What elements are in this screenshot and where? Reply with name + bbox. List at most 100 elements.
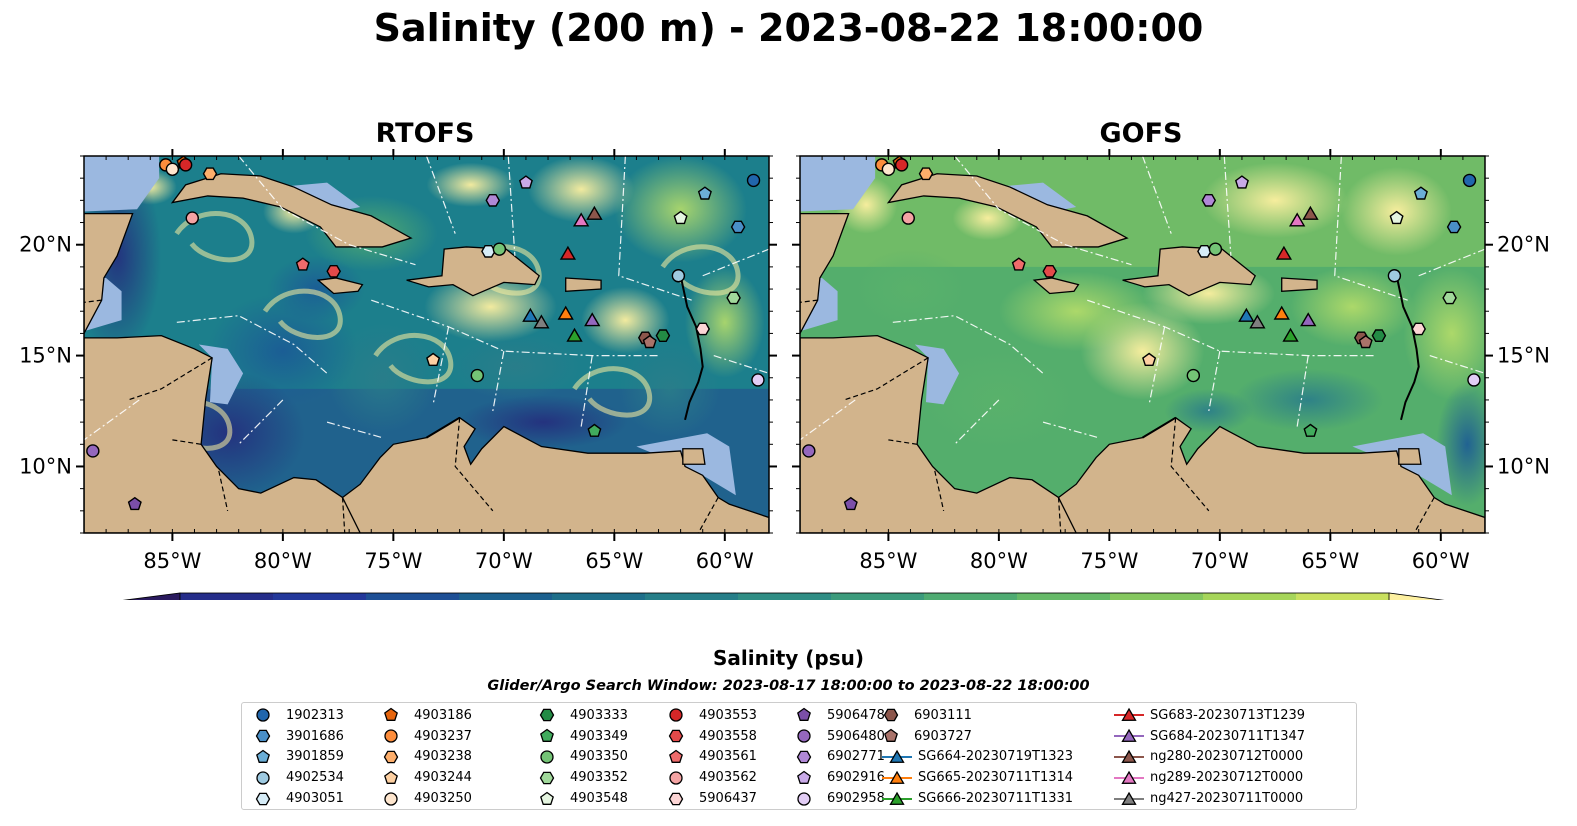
eez-boundary (713, 355, 769, 374)
legend-entry: ng280-20230712T0000 (1114, 747, 1305, 768)
hexagon-marker-icon (255, 792, 271, 805)
land-mass (886, 173, 1129, 248)
salinity-patch (426, 162, 515, 208)
panel-title-rtofs: RTOFS (375, 118, 475, 149)
legend-label: 1902313 (286, 707, 344, 723)
land-mass (1122, 246, 1257, 297)
observation-marker-ng280-20230712T0000 (586, 205, 603, 220)
observation-marker-5906480 (802, 444, 816, 458)
legend-entry: 4903244 (382, 767, 472, 788)
lat-tick-label: 15°N (1497, 344, 1550, 368)
observation-marker-6902916 (1234, 175, 1249, 189)
shelf-area (84, 156, 160, 212)
eez-boundary (800, 399, 856, 441)
eez-boundary (1148, 326, 1166, 405)
pentagon-marker-icon (540, 791, 554, 805)
pentagon-marker-icon (540, 728, 554, 743)
eez-boundary (371, 299, 659, 357)
legend-label: 6902958 (827, 791, 885, 807)
observation-marker-6902916 (518, 175, 533, 189)
country-border (1057, 497, 1062, 533)
salinity-patch (528, 156, 635, 223)
observation-marker-4903352 (726, 291, 741, 305)
observation-marker-4903333 (1371, 329, 1387, 342)
observation-marker-5906478 (843, 496, 858, 511)
legend-label: 4903186 (414, 707, 472, 723)
observation-marker-SG683-20230713T1239 (1275, 245, 1293, 260)
observation-marker-4903238 (918, 167, 934, 181)
country-border (697, 497, 719, 533)
eez-boundary (84, 399, 140, 441)
country-border (454, 417, 494, 512)
colorbar-segment (366, 593, 460, 600)
lon-tick-label: 85°W (143, 549, 201, 573)
eez-boundary (425, 156, 456, 234)
observation-marker-4903350 (1208, 242, 1223, 256)
eez-boundary (1334, 156, 1408, 301)
observation-marker-4903553 (178, 158, 193, 172)
legend-label: 4903244 (414, 770, 472, 786)
observation-marker-4903250 (165, 162, 180, 177)
figure-title: Salinity (200 m) - 2023-08-22 18:00:00 (373, 6, 1204, 50)
eez-boundary (1296, 355, 1309, 427)
observation-marker-4903051 (481, 244, 496, 258)
circle-marker-icon (256, 771, 270, 785)
lon-tick-label: 65°W (585, 549, 643, 573)
legend-entry: 5906478 (795, 705, 885, 726)
lat-tick-label: 20°N (1497, 233, 1550, 257)
legend-entry: 3901859 (254, 747, 344, 768)
lon-tick-label: 80°W (254, 549, 312, 573)
legend-label: 4902534 (286, 770, 344, 786)
observation-marker-5906437 (695, 322, 711, 336)
country-border (1170, 417, 1210, 512)
observation-marker-4903553 (894, 158, 909, 172)
eez-boundary (1042, 421, 1099, 439)
eez-boundary (1223, 156, 1232, 256)
legend-entry: 1902313 (254, 705, 344, 726)
lon-tick-label: 75°W (364, 549, 422, 573)
legend-entry: ng289-20230712T0000 (1114, 767, 1305, 788)
triangle-marker-icon (1114, 770, 1144, 784)
legend-entry: 4903186 (382, 705, 472, 726)
legend-label: 3901859 (286, 749, 344, 765)
observation-marker-4903350 (492, 242, 507, 256)
observation-marker-ng289-20230712T0000 (572, 212, 590, 227)
legend-label: 4903237 (414, 728, 472, 744)
observation-marker-1902313 (746, 173, 761, 188)
eez-boundary (618, 156, 692, 301)
circle-marker-icon (669, 708, 683, 723)
observation-marker-6902771 (1201, 193, 1217, 207)
land-mass (1398, 448, 1422, 465)
lon-tick-label: 70°W (1191, 549, 1249, 573)
observation-marker-5906480 (86, 444, 100, 458)
legend-column: 6903111 6903727 SG664-20230719T1323 SG665-2… (882, 705, 1073, 809)
observation-marker-4902534 (1387, 269, 1402, 283)
colorbar-segment (1017, 593, 1111, 600)
colorbar-segment (1110, 593, 1204, 600)
marker-legend: 1902313 3901686 3901859 4902534 4903051 49031… (241, 702, 1357, 810)
observation-marker-4903558 (1042, 265, 1058, 278)
colorbar-segment (180, 593, 274, 600)
pentagon-marker-icon (797, 770, 811, 784)
observation-marker-3901859 (1413, 186, 1428, 200)
country-border (1413, 497, 1435, 533)
colorbar-segment (459, 593, 553, 600)
panel-title-gofs: GOFS (1099, 118, 1183, 149)
legend-label: 5906478 (827, 707, 885, 723)
observation-marker-SG666-20230711T1331 (566, 327, 583, 342)
legend-entry: 6903111 (882, 705, 1073, 726)
legend-label: ng280-20230712T0000 (1150, 749, 1304, 765)
eez-boundary (176, 315, 328, 374)
legend-entry: 5906437 (667, 788, 757, 809)
lat-tick-label: 10°N (1497, 454, 1550, 478)
eez-boundary (892, 315, 1044, 374)
island-arc (1395, 275, 1420, 421)
lon-tick-label: 75°W (1080, 549, 1138, 573)
legend-entry: 6902916 (795, 767, 885, 788)
legend-entry: 4903553 (667, 705, 757, 726)
observation-marker-ng427-20230711T0000 (1249, 314, 1266, 329)
country-border (844, 357, 929, 401)
eez-boundary (238, 399, 284, 445)
lon-tick-label: 80°W (970, 549, 1028, 573)
eez-boundary (954, 399, 1000, 445)
